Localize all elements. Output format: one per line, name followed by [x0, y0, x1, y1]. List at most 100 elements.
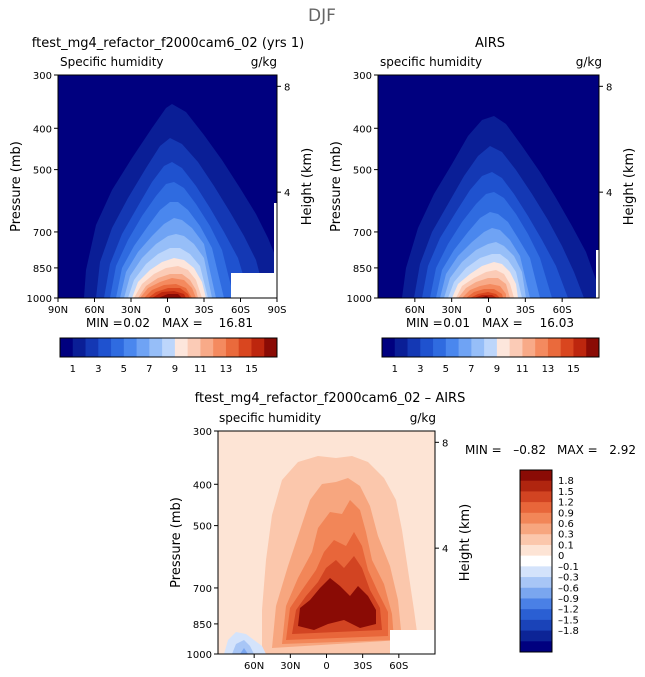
colorbar-swatch	[520, 566, 552, 578]
colorbar-swatch	[520, 512, 552, 525]
colorbar-swatch	[394, 338, 409, 357]
panel-model-units: g/kg	[251, 55, 277, 69]
colorbar-swatch	[251, 338, 265, 357]
latitude-tick-label: 0	[164, 305, 170, 316]
colorbar-label: –0.1	[558, 562, 579, 573]
pressure-tick-label: 500	[193, 522, 212, 533]
panel-diff-axes: 300 400 500 700 850 1000 60N 30N 0 30S 60S 8 4 Pressu…	[169, 427, 473, 672]
colorbar-label: 0.6	[558, 519, 574, 530]
colorbar-label: 11	[516, 364, 529, 375]
colorbar-swatch	[520, 502, 552, 514]
height-tick-label: 4	[442, 544, 448, 555]
colorbar-swatch	[520, 587, 552, 599]
pressure-axis-label: Pressure (mb)	[329, 141, 344, 232]
colorbar-swatch	[520, 480, 552, 492]
colorbar-label: 1.8	[558, 476, 574, 487]
colorbar-label: –1.2	[558, 605, 579, 616]
latitude-tick-label: 30S	[353, 661, 372, 672]
pressure-tick-label: 500	[353, 166, 372, 177]
panel-obs-max-value: 16.03	[540, 316, 574, 330]
latitude-tick-label: 60S	[389, 661, 408, 672]
colorbar-label: –0.6	[558, 583, 579, 594]
colorbar-swatch	[560, 338, 574, 357]
topography-mask	[390, 630, 435, 654]
pressure-tick-label: 1000	[347, 294, 372, 305]
panel-diff-max-value: 2.92	[609, 443, 636, 457]
colorbar-label: 13	[542, 364, 555, 375]
colorbar-label: 1	[392, 364, 398, 375]
pressure-tick-label: 700	[353, 228, 372, 239]
colorbar-swatch	[200, 338, 214, 357]
season-title: DJF	[308, 6, 336, 26]
colorbar-swatch	[484, 338, 498, 357]
colorbar-swatch	[238, 338, 252, 357]
colorbar-swatch	[522, 338, 536, 357]
pressure-tick-label: 850	[33, 264, 52, 275]
colorbar-label: 9	[494, 364, 500, 375]
colorbar-swatch	[586, 338, 600, 357]
latitude-tick-label: 30S	[194, 305, 213, 316]
height-tick-label: 4	[284, 188, 290, 199]
height-axis-label: Height (km)	[622, 148, 637, 225]
panel-model-min-label: MIN =	[86, 316, 123, 330]
latitude-tick-label: 60S	[231, 305, 250, 316]
panel-obs-axes: 300 400 500 700 850 1000 60N 30N 0 30S 60S 8 4 Pressu…	[329, 71, 637, 316]
topography-mask	[231, 273, 277, 298]
panel-diff-title: ftest_mg4_refactor_f2000cam6_02 – AIRS	[195, 391, 466, 406]
panel-diff-units: g/kg	[410, 411, 436, 425]
colorbar-swatch	[174, 338, 189, 357]
latitude-tick-label: 30N	[442, 305, 462, 316]
latitude-tick-label: 0	[485, 305, 491, 316]
colorbar-swatch	[85, 338, 99, 357]
colorbar-swatch	[547, 338, 562, 357]
colorbar-label: 5	[121, 364, 127, 375]
latitude-tick-label: 60N	[84, 305, 104, 316]
colorbar-swatch	[264, 338, 278, 357]
colorbar-label: 15	[567, 364, 580, 375]
colorbar-label: –0.3	[558, 573, 579, 584]
colorbar-swatch	[136, 338, 150, 357]
panel-diff-variable: specific humidity	[219, 411, 321, 425]
panel-model: ftest_mg4_refactor_f2000cam6_02 (yrs 1) …	[9, 36, 315, 330]
colorbar-label: 7	[468, 364, 474, 375]
pressure-tick-label: 850	[193, 620, 212, 631]
colorbar-swatch	[123, 338, 138, 357]
colorbar-swatch	[433, 338, 447, 357]
panel-obs-title: AIRS	[475, 36, 505, 51]
contour-level-neg0p6	[240, 648, 248, 654]
colorbar-swatch	[520, 555, 552, 567]
colorbar-swatch	[149, 338, 163, 357]
latitude-tick-label: 60N	[244, 661, 264, 672]
panel-obs-plot	[378, 75, 599, 298]
pressure-tick-label: 1000	[27, 294, 52, 305]
colorbar-label: 15	[245, 364, 258, 375]
colorbar-swatch	[382, 338, 396, 357]
pressure-tick-label: 850	[353, 264, 372, 275]
colorbar-frame	[381, 337, 600, 358]
latitude-tick-label: 30S	[516, 305, 535, 316]
pressure-tick-label: 700	[193, 584, 212, 595]
colorbar-swatch	[520, 577, 552, 589]
colorbar-swatch	[445, 338, 460, 357]
panel-model-plot	[58, 75, 277, 298]
panel-diff-min-value: –0.82	[513, 443, 546, 457]
panel-obs-min-value: 0.01	[443, 316, 470, 330]
colorbar-swatch	[225, 338, 240, 357]
colorbar-swatch	[162, 338, 176, 357]
colorbar-obs: 1 3 5 7 9 11 13 15	[381, 337, 600, 375]
colorbar-swatch	[520, 470, 552, 482]
contour-level-neg0p3	[232, 640, 254, 654]
colorbar-label: 0.1	[558, 540, 574, 551]
colorbar-swatch	[420, 338, 434, 357]
colorbar-swatch	[520, 598, 552, 610]
colorbar-label: 0.9	[558, 508, 574, 519]
pressure-tick-label: 400	[193, 480, 212, 491]
colorbar-label: 9	[172, 364, 178, 375]
latitude-tick-label: 90N	[48, 305, 68, 316]
latitude-tick-label: 30N	[121, 305, 141, 316]
colorbar-label: –1.8	[558, 626, 579, 637]
contour-level-16	[158, 294, 182, 298]
colorbar-label: 1.5	[558, 487, 574, 498]
colorbar-swatch	[471, 338, 485, 357]
